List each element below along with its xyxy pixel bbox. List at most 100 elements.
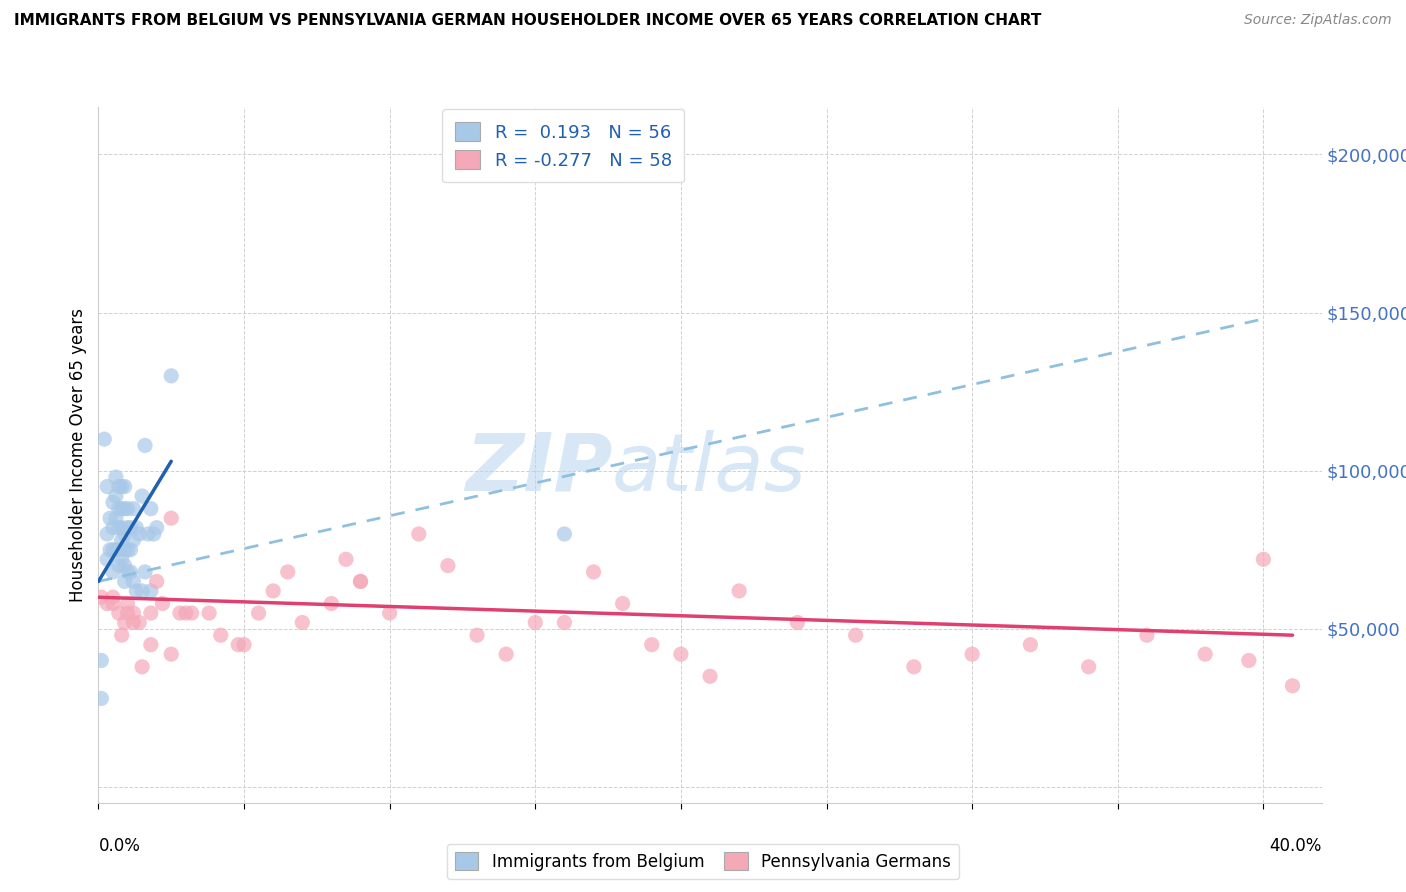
Point: [111, 479, 134, 493]
Point: [247, 606, 270, 620]
Point: [111, 501, 134, 516]
Point: [553, 527, 575, 541]
Point: [1194, 647, 1216, 661]
Point: [111, 628, 134, 642]
Point: [1253, 552, 1275, 566]
Point: [845, 628, 868, 642]
Point: [98, 542, 121, 557]
Point: [114, 527, 136, 541]
Point: [122, 574, 145, 589]
Point: [169, 606, 191, 620]
Point: [553, 615, 575, 630]
Point: [108, 501, 131, 516]
Point: [108, 558, 131, 573]
Point: [408, 527, 430, 541]
Point: [728, 583, 751, 598]
Point: [1281, 679, 1303, 693]
Point: [131, 489, 153, 503]
Point: [96, 597, 118, 611]
Point: [114, 558, 136, 573]
Point: [495, 647, 517, 661]
Point: [960, 647, 983, 661]
Point: [108, 606, 131, 620]
Point: [139, 583, 162, 598]
Point: [669, 647, 692, 661]
Point: [108, 542, 131, 557]
Point: [125, 583, 148, 598]
Point: [349, 574, 371, 589]
Point: [142, 527, 165, 541]
Point: [321, 597, 343, 611]
Point: [145, 574, 167, 589]
Point: [128, 527, 150, 541]
Point: [209, 628, 232, 642]
Point: [117, 521, 139, 535]
Text: atlas: atlas: [612, 430, 807, 508]
Point: [101, 597, 124, 611]
Point: [139, 606, 162, 620]
Point: [152, 597, 174, 611]
Point: [125, 521, 148, 535]
Point: [101, 565, 124, 579]
Point: [134, 438, 156, 452]
Point: [198, 606, 221, 620]
Point: [160, 647, 183, 661]
Point: [104, 489, 127, 503]
Point: [786, 615, 808, 630]
Point: [117, 565, 139, 579]
Point: [612, 597, 634, 611]
Point: [114, 574, 136, 589]
Point: [1136, 628, 1159, 642]
Point: [90, 691, 112, 706]
Point: [160, 511, 183, 525]
Point: [262, 583, 284, 598]
Point: [122, 615, 145, 630]
Point: [233, 638, 256, 652]
Point: [465, 628, 488, 642]
Point: [114, 542, 136, 557]
Point: [117, 542, 139, 557]
Point: [136, 527, 159, 541]
Point: [122, 533, 145, 548]
Point: [120, 565, 142, 579]
Y-axis label: Householder Income Over 65 years: Householder Income Over 65 years: [69, 308, 87, 602]
Point: [108, 521, 131, 535]
Text: 0.0%: 0.0%: [98, 837, 141, 855]
Point: [145, 521, 167, 535]
Point: [104, 511, 127, 525]
Point: [111, 552, 134, 566]
Point: [111, 533, 134, 548]
Text: Source: ZipAtlas.com: Source: ZipAtlas.com: [1244, 13, 1392, 28]
Point: [104, 542, 127, 557]
Point: [117, 606, 139, 620]
Point: [134, 565, 156, 579]
Point: [104, 470, 127, 484]
Point: [114, 479, 136, 493]
Text: IMMIGRANTS FROM BELGIUM VS PENNSYLVANIA GERMAN HOUSEHOLDER INCOME OVER 65 YEARS : IMMIGRANTS FROM BELGIUM VS PENNSYLVANIA …: [14, 13, 1042, 29]
Point: [277, 565, 299, 579]
Point: [98, 511, 121, 525]
Text: 40.0%: 40.0%: [1270, 837, 1322, 855]
Point: [101, 591, 124, 605]
Point: [114, 501, 136, 516]
Point: [139, 501, 162, 516]
Point: [1019, 638, 1042, 652]
Point: [582, 565, 605, 579]
Point: [131, 583, 153, 598]
Point: [90, 591, 112, 605]
Point: [128, 615, 150, 630]
Point: [131, 660, 153, 674]
Point: [90, 653, 112, 667]
Point: [335, 552, 357, 566]
Point: [139, 638, 162, 652]
Point: [120, 521, 142, 535]
Point: [122, 606, 145, 620]
Point: [114, 615, 136, 630]
Point: [111, 521, 134, 535]
Point: [101, 495, 124, 509]
Point: [641, 638, 664, 652]
Point: [437, 558, 460, 573]
Point: [903, 660, 925, 674]
Point: [101, 542, 124, 557]
Point: [108, 479, 131, 493]
